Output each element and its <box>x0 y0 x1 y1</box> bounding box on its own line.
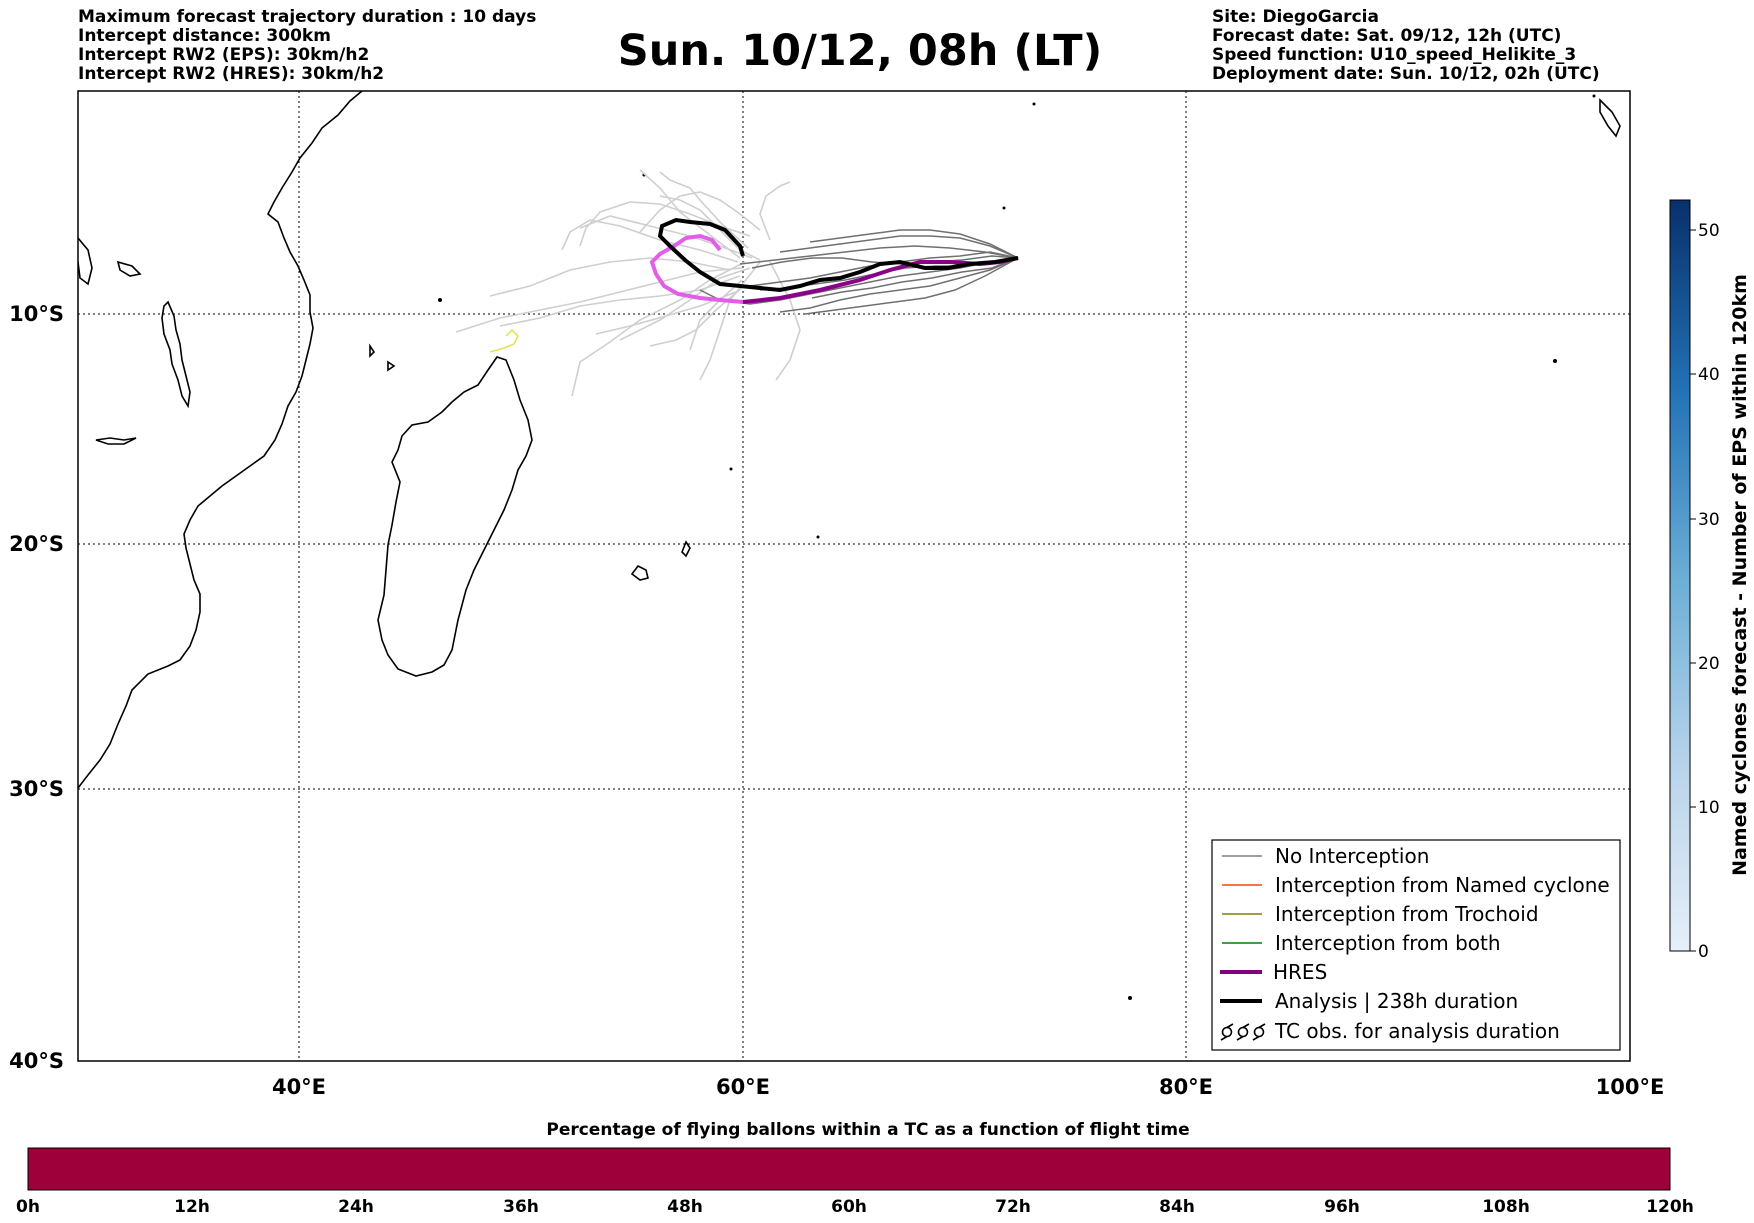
trajectory-light <box>619 267 751 341</box>
lake-coast <box>95 437 137 445</box>
colorbar-right-gradient <box>1669 199 1691 952</box>
legend-label: TC obs. for analysis duration <box>1274 1019 1560 1043</box>
trajectory-light <box>561 219 739 263</box>
africa-coast <box>78 91 363 789</box>
island-dot <box>729 467 733 471</box>
trajectory-light <box>689 279 743 351</box>
colorbar-right: 0 10 20 30 40 50 Named cyclones forecast… <box>1669 199 1751 962</box>
trajectory-light <box>639 169 741 259</box>
trajectory-dark <box>809 229 1019 259</box>
header-left-line: Intercept distance: 300km <box>78 26 331 46</box>
lake-coast <box>78 237 93 286</box>
trajectory-light <box>759 181 791 241</box>
trajectory-dark <box>779 235 1019 259</box>
hres-trajectory-early <box>649 233 744 304</box>
legend-label: Interception from both <box>1275 931 1501 955</box>
header-right-line: Deployment date: Sun. 10/12, 02h (UTC) <box>1212 64 1600 84</box>
island-dot <box>1032 102 1036 106</box>
legend-label: Analysis | 238h duration <box>1275 989 1518 1013</box>
colorbar-tick: 0 <box>1698 942 1709 962</box>
trajectory-light <box>579 215 753 259</box>
trajectory-light <box>639 191 761 233</box>
trajectory-light <box>595 291 737 335</box>
island-dot <box>1553 359 1557 363</box>
colorbar-right-tick-labels: 0 10 20 30 40 50 <box>1698 221 1720 962</box>
lon-label: 40°E <box>272 1075 326 1099</box>
colorbar-bottom-tick: 108h <box>1482 1197 1530 1217</box>
lon-label: 60°E <box>716 1075 770 1099</box>
tc-symbol-icon <box>1220 1023 1266 1041</box>
small-islands <box>438 94 1596 1000</box>
colorbar-bottom-tick: 72h <box>995 1197 1031 1217</box>
colorbar-bottom-tick: 120h <box>1646 1197 1694 1217</box>
island-coast <box>681 540 691 558</box>
page-title: Sun. 10/12, 08h (LT) <box>617 26 1103 76</box>
colorbar-bottom: Percentage of flying ballons within a TC… <box>16 1120 1694 1217</box>
colorbar-right-ticks <box>1690 229 1696 952</box>
island-coast <box>387 360 396 372</box>
lon-label: 80°E <box>1159 1075 1213 1099</box>
colorbar-bottom-tick: 36h <box>503 1197 539 1217</box>
lake-coast <box>161 300 191 409</box>
legend-label: No Interception <box>1275 844 1429 868</box>
island-dot <box>816 535 820 539</box>
island-dot <box>438 298 442 302</box>
colorbar-bottom-tick-labels: 0h 12h 24h 36h 48h 60h 72h 84h 96h 108h … <box>16 1197 1694 1217</box>
lon-labels: 40°E 60°E 80°E 100°E <box>272 1075 1664 1099</box>
lat-labels: 10°S 20°S 30°S 40°S <box>9 302 64 1073</box>
legend-box <box>1211 839 1621 1051</box>
madagascar-coast <box>377 356 533 677</box>
header-left-line: Intercept RW2 (HRES): 30km/h2 <box>78 64 385 84</box>
header-left-line: Intercept RW2 (EPS): 30km/h2 <box>78 45 370 65</box>
legend-label: Interception from Trochoid <box>1275 902 1539 926</box>
trajectory-dark <box>804 257 1019 315</box>
colorbar-tick: 20 <box>1698 654 1720 674</box>
lat-label: 40°S <box>9 1049 64 1073</box>
colorbar-bottom-tick: 48h <box>667 1197 703 1217</box>
colorbar-tick: 40 <box>1698 365 1720 385</box>
island-dot <box>1592 94 1596 98</box>
coastlines <box>78 91 1621 789</box>
header-right: Site: DiegoGarcia Forecast date: Sat. 09… <box>1212 8 1600 84</box>
island-coast <box>630 564 649 581</box>
lake-coast <box>116 260 142 277</box>
colorbar-bottom-tick: 12h <box>174 1197 210 1217</box>
colorbar-tick: 50 <box>1698 221 1720 241</box>
colorbar-bottom-tick: 24h <box>338 1197 374 1217</box>
trajectory-dark <box>779 257 1019 313</box>
lat-label: 10°S <box>9 302 64 326</box>
trajectory-light <box>455 267 743 333</box>
trajectory-dark <box>811 257 1019 299</box>
trajectory-yellow <box>489 328 519 353</box>
header-right-line: Speed function: U10_speed_Helikite_3 <box>1212 45 1577 65</box>
island-dot <box>1002 206 1006 210</box>
header-right-line: Site: DiegoGarcia <box>1212 7 1379 27</box>
header-right-line: Forecast date: Sat. 09/12, 12h (UTC) <box>1212 26 1562 46</box>
analysis-trajectory <box>657 217 1019 293</box>
lon-label: 100°E <box>1596 1075 1665 1099</box>
legend-label: HRES <box>1273 960 1327 984</box>
colorbar-bottom-tick: 60h <box>831 1197 867 1217</box>
colorbar-bottom-tick: 0h <box>16 1197 40 1217</box>
lat-label: 20°S <box>9 532 64 556</box>
legend-label: Interception from Named cyclone <box>1275 873 1610 897</box>
island-dot <box>1128 996 1132 1000</box>
colorbar-tick: 10 <box>1698 798 1720 818</box>
colorbar-right-label: Named cyclones forecast - Number of EPS … <box>1729 274 1751 876</box>
colorbar-bottom-title: Percentage of flying ballons within a TC… <box>546 1120 1189 1140</box>
colorbar-bottom-tick: 96h <box>1324 1197 1360 1217</box>
colorbar-bottom-tick: 84h <box>1159 1197 1195 1217</box>
colorbar-bottom-bar <box>27 1147 1671 1191</box>
legend: No Interception Interception from Named … <box>1211 839 1621 1051</box>
island-coast <box>1599 98 1621 138</box>
colorbar-tick: 30 <box>1698 510 1720 530</box>
lat-label: 30°S <box>9 777 64 801</box>
header-left-line: Maximum forecast trajectory duration : 1… <box>78 7 537 27</box>
trajectory-light <box>659 171 749 249</box>
island-coast <box>369 343 376 358</box>
header-left: Maximum forecast trajectory duration : 1… <box>78 8 536 84</box>
trajectory-dark <box>739 245 1019 265</box>
